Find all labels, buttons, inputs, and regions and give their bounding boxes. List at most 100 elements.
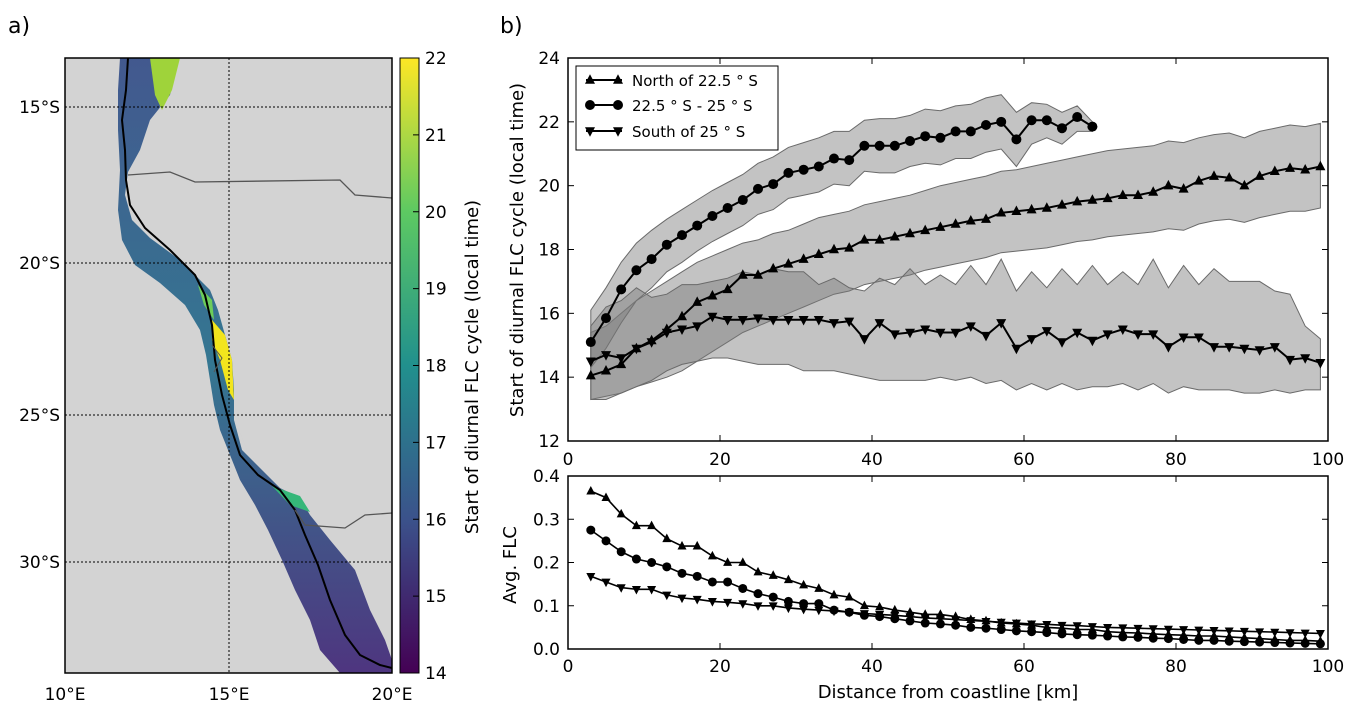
avg-flc-point-mid <box>966 622 976 632</box>
data-point-mid <box>753 183 763 194</box>
avg-flc-point-south <box>966 617 976 626</box>
data-point-north <box>768 262 779 273</box>
data-point-north <box>965 215 976 225</box>
colorbar: 22 21 20 19 18 17 16 15 14 Start of diurnal FLC … <box>399 49 483 684</box>
data-point-south <box>677 325 687 336</box>
legend-marker-mid <box>613 100 623 110</box>
avg-flc-point-south <box>1118 624 1128 633</box>
avg-flc-point-mid <box>586 525 596 535</box>
data-point-south <box>1209 343 1219 353</box>
avg-flc-point-south <box>1239 627 1249 637</box>
avg-flc-point-south <box>1103 624 1113 633</box>
data-point-south <box>844 317 855 328</box>
avg-flc-point-mid <box>1209 635 1219 645</box>
avg-flc-point-south <box>707 598 717 607</box>
data-point-north <box>737 269 748 279</box>
data-point-mid <box>677 230 687 241</box>
border-namibia-southafrica <box>294 509 392 529</box>
avg-flc-point-north <box>890 604 900 614</box>
data-point-south <box>1026 335 1037 345</box>
data-point-mid <box>874 140 885 151</box>
data-point-north <box>1239 179 1250 190</box>
avg-flc-point-mid <box>1163 634 1173 644</box>
avg-flc-point-south <box>1224 627 1234 637</box>
map-content <box>118 58 392 673</box>
data-point-south <box>1193 333 1204 344</box>
avg-flc-point-south <box>692 595 702 605</box>
avg-flc-point-north <box>662 533 672 543</box>
avg-flc-point-mid <box>951 620 961 630</box>
data-point-mid <box>1041 115 1052 126</box>
avg-flc-point-mid <box>1194 635 1204 645</box>
avg-flc-point-north <box>783 574 793 584</box>
data-point-north <box>1102 192 1113 203</box>
avg-flc-point-south <box>1057 621 1067 631</box>
map-frame <box>64 57 393 674</box>
data-point-mid <box>935 132 946 143</box>
avg-flc-point-mid <box>601 536 611 546</box>
data-point-north <box>920 224 931 235</box>
y-tick-label: 0.4 <box>533 467 560 487</box>
avg-flc-point-south <box>1270 628 1280 638</box>
colorbar-label: Start of diurnal FLC cycle (local time) <box>462 200 483 534</box>
data-point-south <box>601 351 611 361</box>
x-tick-label: 0 <box>563 657 574 677</box>
y-tick-label: 0.0 <box>533 640 560 660</box>
data-point-north <box>601 365 611 375</box>
avg-flc-point-north <box>677 540 687 550</box>
data-point-south <box>1315 359 1326 369</box>
data-point-mid <box>631 265 642 276</box>
avg-flc-point-south <box>647 585 657 595</box>
avg-flc-point-north <box>616 508 626 518</box>
avg-flc-point-north <box>859 600 869 610</box>
avg-flc-point-south <box>1027 620 1037 630</box>
avg-flc-point-south <box>981 617 991 627</box>
y-tick-label: 16 <box>538 304 560 324</box>
bottom-chart-y-axis-label: Avg. FLC <box>500 526 521 604</box>
avg-flc-point-north <box>707 550 717 560</box>
x-tick-label: 100 <box>1312 657 1344 677</box>
avg-flc-point-mid <box>738 583 748 593</box>
y-tick-label: 12 <box>538 432 560 452</box>
data-point-mid <box>692 220 703 231</box>
data-point-south <box>783 315 794 326</box>
avg-flc-point-south <box>935 615 945 624</box>
avg-flc-point-mid <box>1148 633 1158 643</box>
data-point-north <box>1300 163 1311 174</box>
data-point-mid <box>783 167 794 178</box>
avg-flc-point-mid <box>1087 630 1097 640</box>
avg-flc-point-mid <box>707 577 717 587</box>
avg-flc-point-south <box>601 578 611 588</box>
colorbar-tick-label: 17 <box>425 433 447 453</box>
data-point-south <box>920 325 931 336</box>
avg-flc-point-north <box>799 579 809 589</box>
colorbar-tick-label: 21 <box>425 126 447 146</box>
avg-flc-point-mid <box>935 619 945 629</box>
data-point-north <box>1178 183 1189 193</box>
data-point-south <box>1163 343 1174 353</box>
x-tick-label: 60 <box>1013 450 1035 470</box>
avg-flc-point-mid <box>996 625 1006 635</box>
legend-marker-south <box>613 127 623 137</box>
avg-flc-point-north <box>692 540 702 550</box>
data-point-north <box>1315 160 1326 171</box>
avg-flc-point-mid <box>677 568 687 578</box>
legend-items <box>585 74 623 137</box>
data-point-north <box>798 253 809 263</box>
data-point-south <box>889 330 900 340</box>
avg-flc-point-north <box>814 583 824 592</box>
lat-tick-label: 30°S <box>19 553 60 573</box>
top-chart-y-axis-label: Start of diurnal FLC cycle (local time) <box>507 83 528 417</box>
legend-marker-south <box>585 127 595 137</box>
data-point-north <box>707 290 718 300</box>
avg-flc-point-north <box>738 557 748 566</box>
data-point-north <box>1193 175 1204 185</box>
data-point-mid <box>737 195 748 206</box>
data-point-north <box>1254 170 1265 180</box>
avg-flc-point-mid <box>647 558 657 567</box>
data-point-south <box>1269 343 1280 353</box>
data-point-north <box>1285 162 1295 172</box>
lon-tick-label: 10°E <box>45 685 86 704</box>
data-point-mid <box>661 239 672 250</box>
data-point-south <box>965 322 976 332</box>
